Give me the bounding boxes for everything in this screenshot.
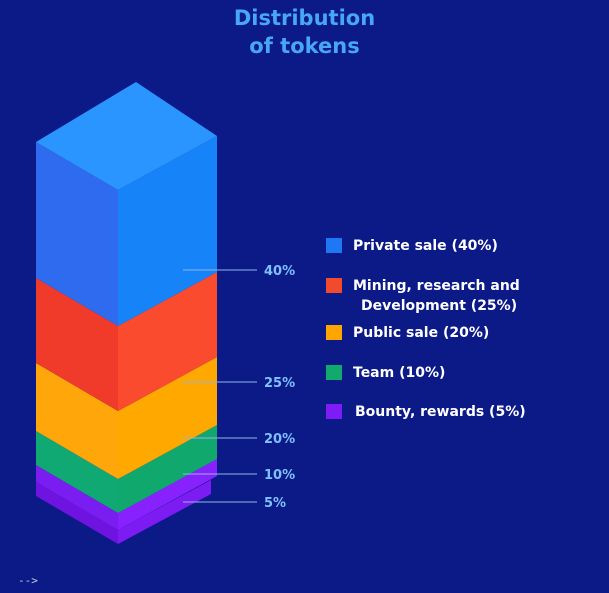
legend-label-bounty: Bounty, rewards (5%): [355, 404, 526, 420]
chart-title-line-2: of tokens: [249, 34, 360, 58]
legend-swatch-bounty: [326, 404, 342, 419]
legend-label-private-sale: Private sale (40%): [353, 238, 498, 254]
bar-segment-right-face-team: [118, 425, 217, 513]
bar-base-left-edge: [36, 482, 118, 544]
legend-swatch-mining: [326, 278, 342, 293]
bar-segment-right-face-public-sale: [118, 357, 217, 479]
bar-segment-left-face-mining-research-and-development: [36, 278, 118, 411]
data-label-public-sale: 20%: [264, 432, 295, 447]
legend-label-public-sale: Public sale (20%): [353, 325, 490, 341]
legend-label-team: Team (10%): [353, 365, 446, 381]
data-label-mining-research-and-development: 25%: [264, 376, 295, 391]
bar-base-right-edge: [118, 480, 211, 544]
data-label-bounty-rewards: 5%: [264, 496, 286, 511]
legend-label-mining-line-1: Mining, research and: [353, 278, 520, 294]
legend-label-mining-line-2: Development (25%): [361, 298, 518, 314]
legend-swatch-private-sale: [326, 238, 342, 253]
legend-label-mining: Mining, research and Development (25%): [353, 276, 520, 316]
bar-segment-left-face-bounty-rewards: [36, 465, 118, 530]
data-label-private-sale: 40%: [264, 264, 295, 279]
bar-segment-right-face-private-sale: [118, 136, 217, 326]
chart-title-line-1: Distribution: [233, 6, 376, 30]
data-label-team: 10%: [264, 468, 295, 483]
bar-segment-left-face-public-sale: [36, 363, 118, 479]
bar-top-face: [36, 82, 217, 190]
bar-segment-right-face-bounty-rewards: [118, 459, 217, 530]
bar-segment-left-face-private-sale: [36, 142, 118, 326]
bar-segment-left-face-team: [36, 431, 118, 513]
legend-swatch-team: [326, 365, 342, 380]
bar-segment-right-face-mining-research-and-development: [118, 272, 217, 411]
legend-swatch-public-sale: [326, 325, 342, 340]
footer-comment-text: -->: [18, 574, 38, 587]
